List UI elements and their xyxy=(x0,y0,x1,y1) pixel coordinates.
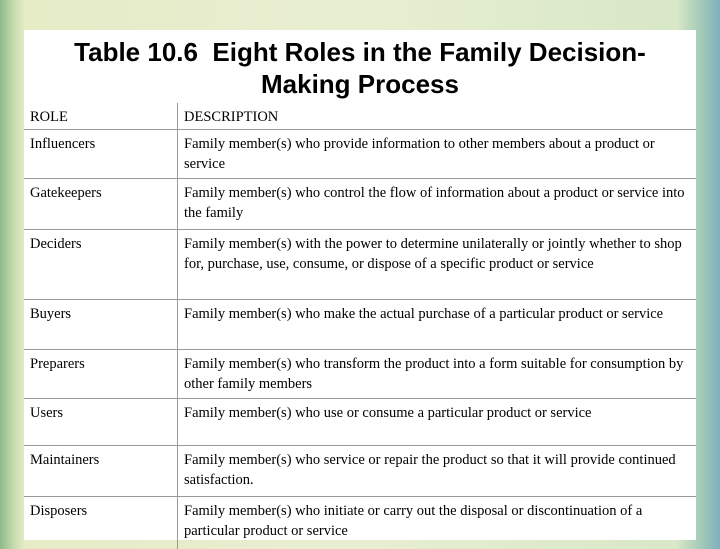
role-cell: Gatekeepers xyxy=(24,179,178,230)
role-cell: Influencers xyxy=(24,130,178,179)
description-cell: Family member(s) with the power to deter… xyxy=(178,230,697,300)
role-cell: Deciders xyxy=(24,230,178,300)
role-cell: Maintainers xyxy=(24,446,178,497)
description-cell: Family member(s) who control the flow of… xyxy=(178,179,697,230)
title: Table 10.6 Eight Roles in the Family Dec… xyxy=(24,36,696,100)
header-cell: DESCRIPTION xyxy=(178,103,697,130)
description-cell: Family member(s) who initiate or carry o… xyxy=(178,497,697,549)
role-cell: Disposers xyxy=(24,497,178,549)
role-cell: Preparers xyxy=(24,350,178,399)
panel: Table 10.6 Eight Roles in the Family Dec… xyxy=(24,30,696,540)
description-cell: Family member(s) who transform the produ… xyxy=(178,350,697,399)
header-row: ROLE DESCRIPTION xyxy=(24,103,696,130)
description-cell: Family member(s) who make the actual pur… xyxy=(178,300,697,350)
description-cell: Family member(s) who use or consume a pa… xyxy=(178,399,697,446)
description-cell: Family member(s) who provide information… xyxy=(178,130,697,179)
description-cell: Family member(s) who service or repair t… xyxy=(178,446,697,497)
role-cell: Buyers xyxy=(24,300,178,350)
header-cell: ROLE xyxy=(24,103,178,130)
role-cell: Users xyxy=(24,399,178,446)
